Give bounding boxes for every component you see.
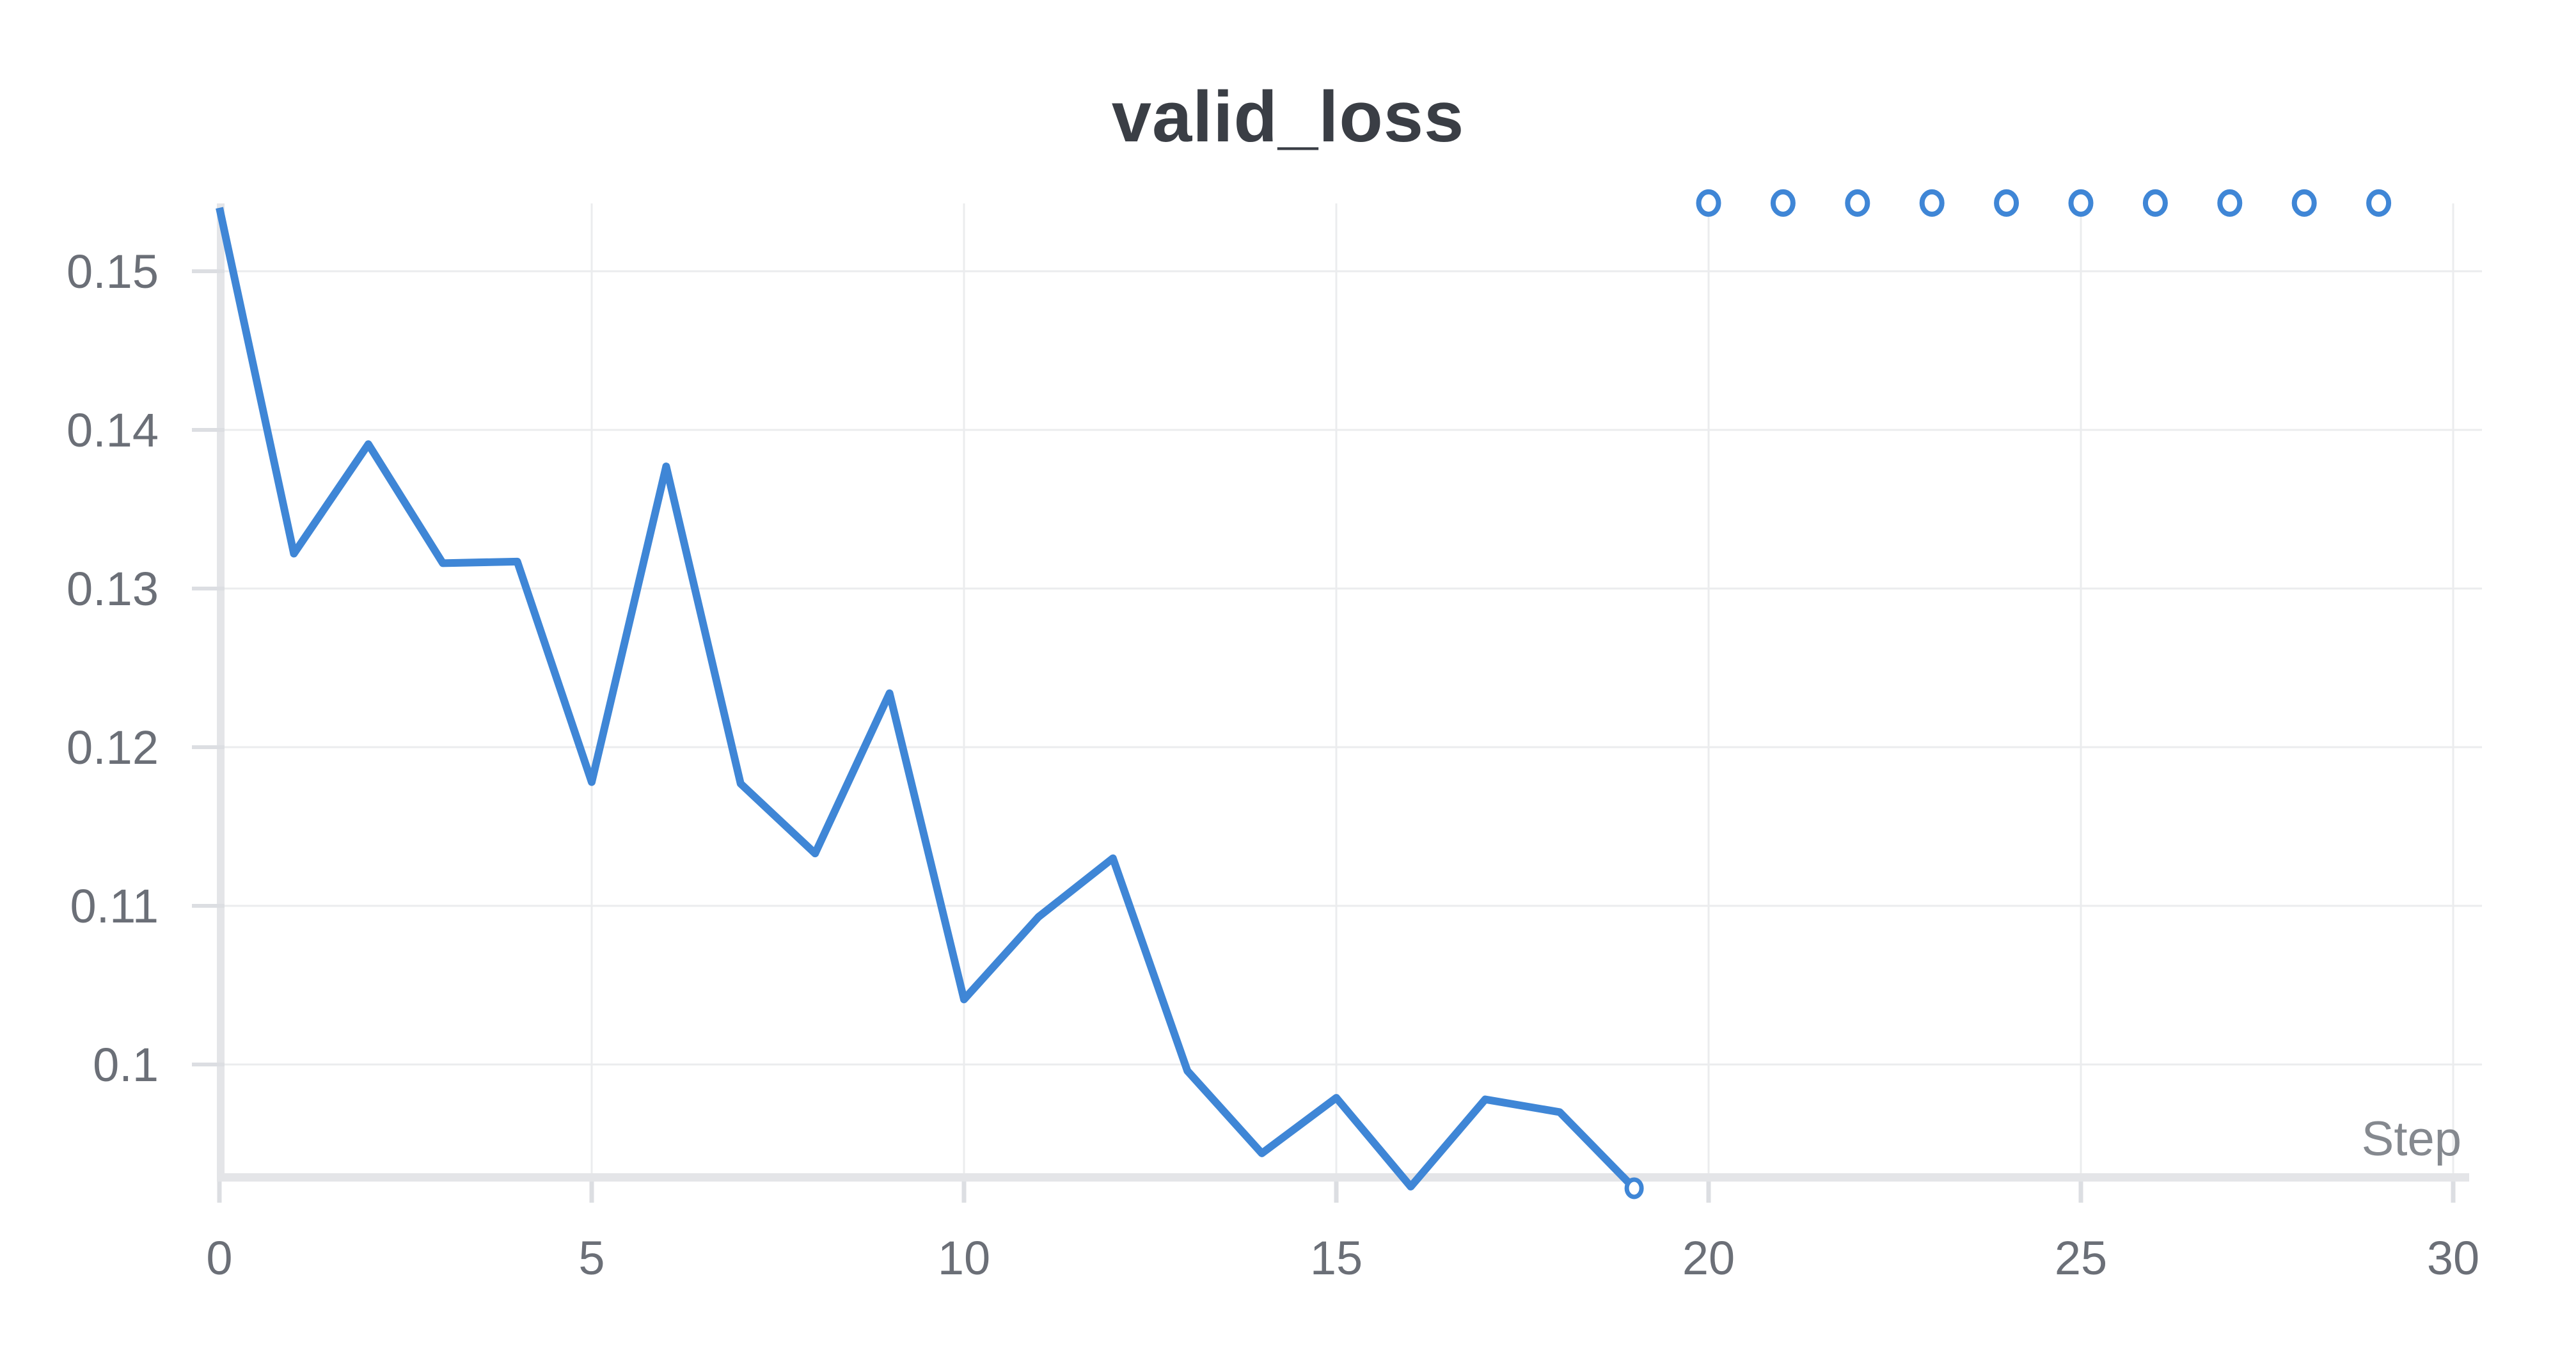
- pending-point-marker[interactable]: [2217, 189, 2243, 217]
- x-axis-tick-label: 15: [1310, 1231, 1363, 1285]
- grid-layer: [225, 203, 2482, 1173]
- pending-point-marker[interactable]: [2366, 189, 2392, 217]
- x-axis-tick-label: 20: [1682, 1231, 1735, 1285]
- y-axis-tick-label: 0.14: [67, 404, 159, 457]
- x-axis-tick-label: 10: [938, 1231, 990, 1285]
- y-axis-tick-label: 0.13: [67, 562, 159, 615]
- axis-layer: [217, 203, 2469, 1182]
- series-layer: [216, 207, 1637, 1191]
- tick-label-layer: 0.15 0.14 0.13 0.12 0.11 0.1 0 5 10 15 20 25 30: [67, 245, 2479, 1285]
- x-axis-tick-label: 0: [206, 1231, 232, 1285]
- pending-point-marker[interactable]: [1994, 189, 2019, 217]
- x-axis-line: [217, 1173, 2469, 1182]
- x-axis-tick-label: 30: [2427, 1231, 2479, 1285]
- chart-title: valid_loss: [1111, 77, 1465, 157]
- last-point-marker[interactable]: [1624, 1177, 1644, 1199]
- y-axis-tick-label: 0.15: [67, 245, 159, 298]
- y-axis-tick-label: 0.11: [70, 880, 159, 933]
- x-axis-unit-label: Step: [2362, 1112, 2461, 1166]
- pending-point-marker[interactable]: [2142, 189, 2168, 217]
- valid-loss-line[interactable]: [216, 207, 1637, 1191]
- pending-point-marker[interactable]: [1919, 189, 1945, 217]
- pending-point-marker[interactable]: [1770, 189, 1796, 217]
- pending-point-marker[interactable]: [2068, 189, 2094, 217]
- y-axis-line: [217, 203, 225, 1182]
- marker-layer: [1624, 189, 2392, 1199]
- pending-point-marker[interactable]: [1845, 189, 1870, 217]
- pending-point-marker[interactable]: [2291, 189, 2317, 217]
- y-axis-tick-label: 0.12: [67, 721, 159, 774]
- tick-layer: [192, 269, 2456, 1203]
- pending-point-marker[interactable]: [1696, 189, 1721, 217]
- y-axis-tick-label: 0.1: [93, 1038, 159, 1091]
- x-axis-tick-label: 5: [578, 1231, 604, 1285]
- x-axis-tick-label: 25: [2055, 1231, 2107, 1285]
